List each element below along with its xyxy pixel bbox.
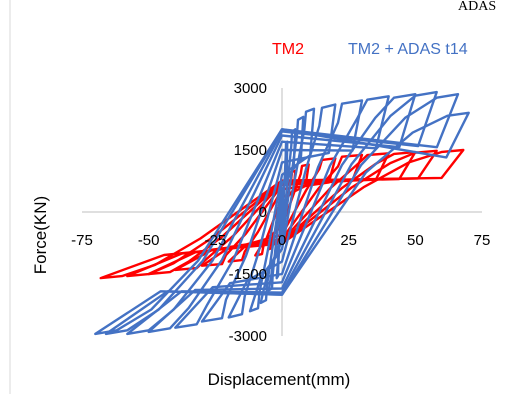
series-layer bbox=[94, 90, 470, 336]
series-tm2-adas bbox=[94, 90, 470, 336]
hysteresis-loop bbox=[227, 103, 337, 319]
x-tick-label: 0 bbox=[278, 232, 286, 249]
hysteresis-loop bbox=[200, 99, 364, 323]
hysteresis-loop bbox=[259, 115, 305, 305]
y-tick-labels: 3000 1500 0 -1500 -3000 bbox=[229, 80, 267, 345]
x-tick-label: -50 bbox=[138, 232, 160, 249]
y-tick-label: 0 bbox=[259, 204, 267, 221]
y-tick-label: 3000 bbox=[234, 80, 267, 97]
x-tick-label: -25 bbox=[204, 232, 226, 249]
y-axis-title: Force(KN) bbox=[31, 196, 50, 274]
legend-entry-tm2-adas: TM2 + ADAS t14 bbox=[348, 41, 468, 58]
x-tick-label: 75 bbox=[474, 232, 491, 249]
x-tick-labels: -75 -50 -25 0 25 50 75 bbox=[71, 232, 490, 249]
hysteresis-loop bbox=[94, 111, 470, 336]
x-tick-label: 50 bbox=[407, 232, 424, 249]
hysteresis-loop bbox=[147, 93, 417, 334]
legend-entry-tm2: TM2 bbox=[272, 41, 304, 58]
y-tick-label: -1500 bbox=[229, 266, 267, 283]
corner-text: ADAS bbox=[458, 0, 496, 14]
legend: TM2 TM2 + ADAS t14 bbox=[272, 41, 468, 58]
x-axis-title: Displacement(mm) bbox=[208, 370, 351, 389]
hysteresis-loop bbox=[174, 95, 390, 329]
y-tick-label: 1500 bbox=[234, 142, 267, 159]
x-tick-label: 25 bbox=[340, 232, 357, 249]
x-tick-label: -75 bbox=[71, 232, 93, 249]
y-tick-label: -3000 bbox=[229, 328, 267, 345]
